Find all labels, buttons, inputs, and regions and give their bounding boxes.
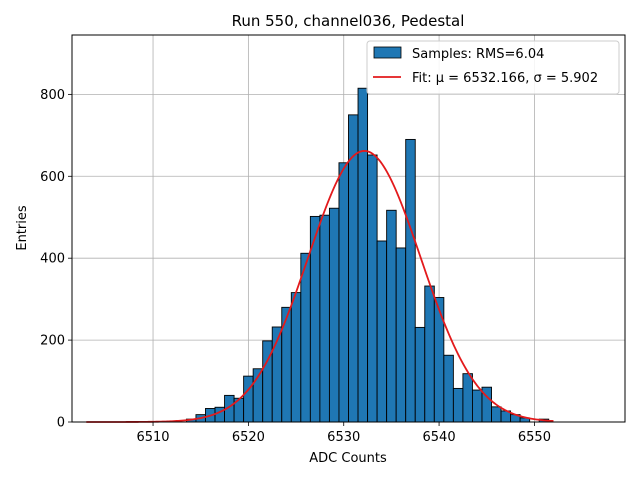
x-tick-label: 6530 — [327, 430, 360, 445]
legend: Samples: RMS=6.04 Fit: μ = 6532.166, σ =… — [366, 40, 620, 95]
x-axis-ticks: 6510 6520 6530 6540 6550 — [136, 422, 551, 445]
histogram-bar — [424, 285, 435, 423]
histogram-bar — [462, 373, 473, 423]
histogram-bar — [414, 326, 426, 423]
y-tick-label: 600 — [40, 170, 65, 185]
histogram-bar — [367, 154, 378, 423]
legend-box — [366, 40, 620, 95]
histogram-bar — [243, 375, 254, 423]
x-tick-label: 6520 — [232, 430, 265, 445]
histogram-bar — [328, 207, 340, 423]
histogram-bars — [185, 87, 550, 423]
histogram-bar — [443, 354, 454, 423]
plot-frame — [71, 34, 626, 423]
histogram-bar — [395, 247, 407, 423]
y-axis-ticks: 0 200 400 600 800 — [40, 88, 72, 431]
y-tick-label: 400 — [40, 252, 65, 267]
y-axis-title: Entries — [15, 205, 30, 251]
x-tick-label: 6550 — [518, 430, 551, 445]
x-axis-title: ADC Counts — [309, 451, 387, 466]
histogram-bar — [338, 162, 349, 423]
histogram-bar — [405, 138, 416, 423]
histogram-bar — [319, 214, 330, 423]
legend-swatch-histogram — [373, 46, 402, 59]
legend-label-fit: Fit: μ = 6532.166, σ = 5.902 — [412, 71, 598, 86]
histogram-bar — [300, 252, 311, 423]
histogram-bar — [471, 389, 483, 423]
histogram-bar — [452, 387, 464, 423]
histogram-bar — [491, 406, 502, 423]
histogram-bar — [376, 240, 388, 423]
y-tick-label: 200 — [40, 334, 65, 349]
legend-label-histogram: Samples: RMS=6.04 — [412, 47, 544, 62]
y-tick-label: 0 — [57, 416, 65, 431]
histogram-bar — [357, 87, 369, 423]
histogram-bar — [290, 292, 302, 423]
y-tick-label: 800 — [40, 88, 65, 103]
x-tick-label: 6540 — [423, 430, 456, 445]
histogram-bar — [386, 209, 397, 423]
chart-title: Run 550, channel036, Pedestal — [232, 12, 465, 30]
x-tick-label: 6510 — [136, 430, 169, 445]
